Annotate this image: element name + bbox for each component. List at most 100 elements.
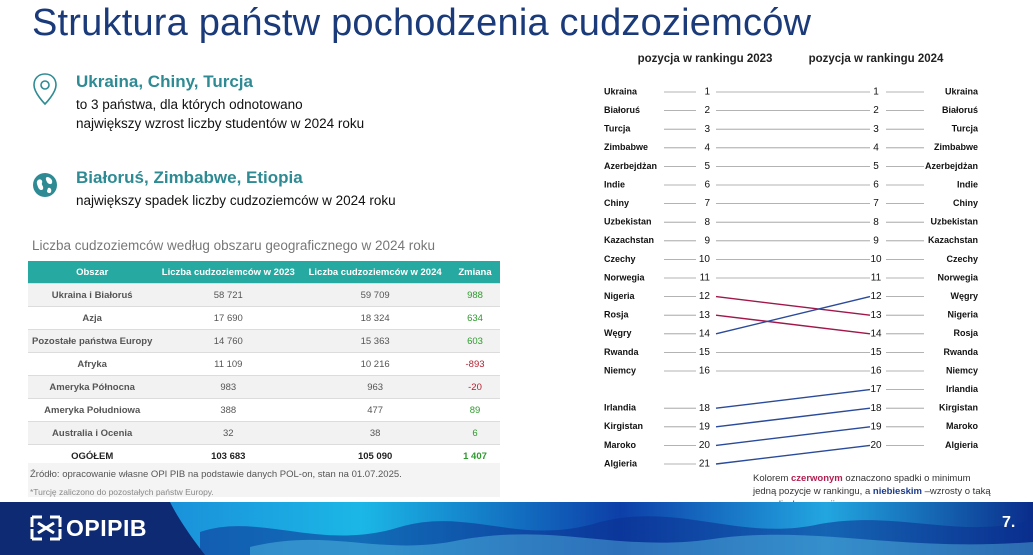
region-cell: Ukraina i Białoruś (28, 283, 157, 307)
value-2024-cell: 18 324 (300, 306, 451, 330)
country-label-2024: Zimbabwe (934, 142, 978, 152)
rank-number-2023: 7 (704, 198, 710, 209)
highlight-decline: Białoruś, Zimbabwe, Etiopia największy s… (32, 168, 472, 218)
country-label-2023: Indie (604, 179, 625, 189)
country-label-2023: Maroko (604, 440, 637, 450)
column-header: Liczba cudzoziemców w 2023 (156, 261, 301, 284)
rank-number-2023: 19 (699, 421, 711, 432)
highlight-text-line: największy wzrost liczby studentów w 202… (76, 116, 365, 131)
country-label-2023: Białoruś (604, 105, 640, 115)
table-header-row: Obszar Liczba cudzoziemców w 2023 Liczba… (28, 261, 500, 284)
connector-line (715, 407, 871, 428)
rank-number-2023: 5 (704, 161, 710, 172)
legend-red-word: czerwonym (791, 473, 843, 484)
rank-number-2024: 4 (873, 142, 879, 153)
rank-number-2023: 2 (704, 105, 710, 116)
change-cell: -893 (450, 352, 500, 376)
legend-note-text: oznaczono spadki o minimum jedną pozycje… (753, 473, 971, 497)
country-label-2024: Uzbekistan (930, 217, 978, 227)
total-change-cell: 1 407 (450, 444, 500, 467)
rank-number-2024: 13 (870, 310, 882, 321)
country-label-2024: Maroko (946, 421, 979, 431)
rank-number-2024: 7 (873, 198, 879, 209)
rank-number-2024: 20 (870, 440, 882, 451)
region-cell: Azja (28, 306, 157, 330)
value-2024-cell: 59 709 (300, 283, 451, 307)
country-label-2023: Rosja (604, 310, 630, 320)
country-label-2023: Turcja (604, 124, 631, 134)
country-label-2024: Nigeria (947, 310, 979, 320)
connector-line (715, 295, 871, 316)
country-label-2023: Rwanda (604, 347, 640, 357)
value-2023-cell: 32 (156, 421, 301, 445)
table-caption: Liczba cudzoziemców według obszaru geogr… (32, 238, 435, 253)
map-pin-icon (33, 73, 57, 106)
rank-number-2023: 21 (699, 459, 711, 470)
table-row: Australia i Ocenia 32 38 6 (28, 421, 500, 445)
page-title: Struktura państw pochodzenia cudzoziemcó… (32, 2, 812, 44)
connector-line (715, 388, 871, 409)
ranking-bump-chart: pozycja w rankingu 2023 pozycja w ranking… (604, 53, 979, 470)
value-2023-cell: 58 721 (156, 283, 301, 307)
total-y2024-cell: 105 090 (300, 444, 451, 467)
rank-number-2023: 20 (699, 440, 711, 451)
country-label-2024: Białoruś (942, 105, 978, 115)
highlight-text-line: największy spadek liczby cudzoziemców w … (76, 193, 396, 208)
rank-number-2024: 8 (873, 217, 879, 228)
country-label-2024: Kazachstan (928, 235, 978, 245)
country-label-2024: Rwanda (943, 347, 979, 357)
value-2023-cell: 11 109 (156, 352, 301, 376)
country-label-2024: Norwegia (937, 272, 979, 282)
change-cell: 603 (450, 329, 500, 353)
highlight-text-line: to 3 państwa, dla których odnotowano (76, 97, 303, 112)
change-cell: 6 (450, 421, 500, 445)
country-label-2023: Irlandia (604, 403, 637, 413)
region-cell: Australia i Ocenia (28, 421, 157, 445)
value-2023-cell: 17 690 (156, 306, 301, 330)
total-region-cell: OGÓŁEM (28, 444, 157, 467)
country-label-2024: Turcja (952, 124, 979, 134)
rank-number-2024: 9 (873, 235, 879, 246)
connector-line (715, 444, 871, 465)
change-cell: 988 (450, 283, 500, 307)
country-label-2023: Kazachstan (604, 235, 654, 245)
page-number: 7. (1002, 514, 1016, 531)
country-label-2024: Irlandia (946, 384, 979, 394)
rank-number-2024: 14 (870, 328, 882, 339)
country-label-2024: Chiny (953, 198, 978, 208)
rank-number-2024: 11 (871, 273, 882, 284)
rank-number-2024: 16 (870, 366, 882, 377)
country-label-2024: Ukraina (945, 86, 979, 96)
rank-number-2023: 14 (699, 328, 711, 339)
country-label-2023: Czechy (604, 254, 636, 264)
table-row: Ukraina i Białoruś 58 721 59 709 988 (28, 283, 500, 307)
logo-text: OPIPIB (66, 515, 147, 541)
rank-number-2024: 6 (873, 180, 879, 191)
value-2024-cell: 15 363 (300, 329, 451, 353)
table-total-row: OGÓŁEM 103 683 105 090 1 407 (28, 444, 500, 467)
country-label-2023: Ukraina (604, 86, 638, 96)
chart-header-2023: pozycja w rankingu 2023 (638, 53, 773, 65)
country-label-2023: Zimbabwe (604, 142, 648, 152)
table-row: Azja 17 690 18 324 634 (28, 306, 500, 330)
country-label-2023: Uzbekistan (604, 217, 652, 227)
rank-number-2024: 17 (870, 384, 882, 395)
country-label-2024: Indie (957, 179, 978, 189)
rank-number-2024: 3 (873, 124, 879, 135)
rank-number-2023: 9 (704, 235, 710, 246)
chart-header-2024: pozycja w rankingu 2024 (809, 53, 944, 65)
region-cell: Ameryka Północna (28, 375, 157, 399)
value-2023-cell: 983 (156, 375, 301, 399)
rank-number-2024: 1 (873, 87, 879, 98)
footnote: *Turcję zaliczono do pozostałych państw … (30, 487, 214, 497)
rank-number-2023: 12 (699, 291, 711, 302)
column-header: Liczba cudzoziemców w 2024 (300, 261, 451, 284)
table-row: Afryka 11 109 10 216 -893 (28, 352, 500, 376)
rank-number-2023: 16 (699, 366, 711, 377)
country-label-2023: Nigeria (604, 291, 636, 301)
source-box (28, 463, 500, 497)
value-2024-cell: 38 (300, 421, 451, 445)
rank-number-2023: 15 (699, 347, 711, 358)
region-cell: Ameryka Południowa (28, 398, 157, 422)
globe-icon (33, 173, 57, 197)
